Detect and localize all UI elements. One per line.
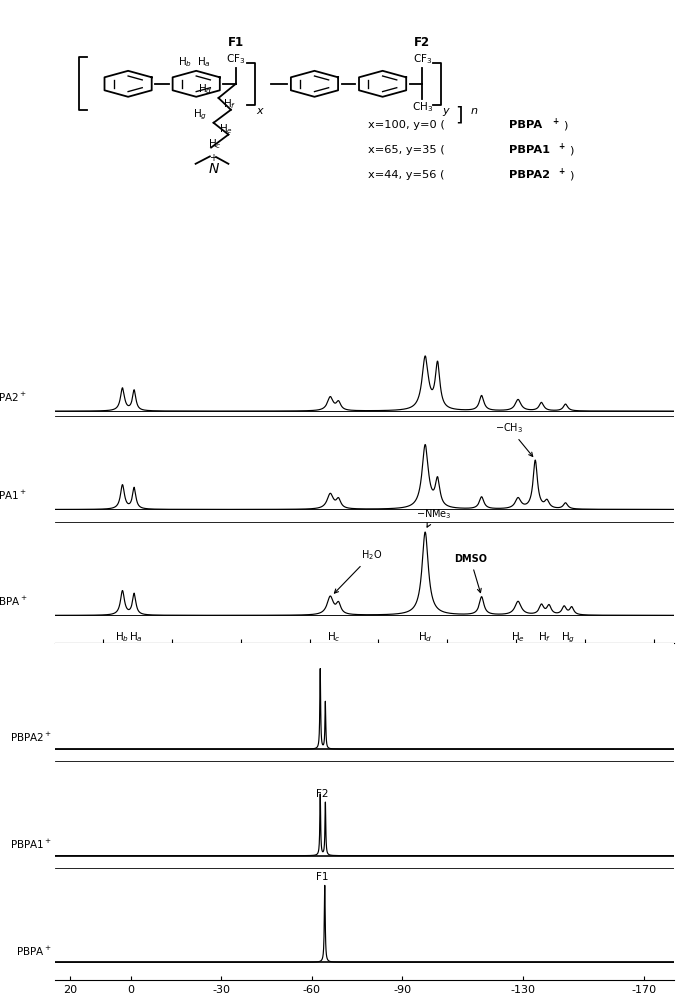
Text: $-$NMe$_3$: $-$NMe$_3$ bbox=[416, 507, 452, 527]
Text: ]: ] bbox=[455, 105, 462, 124]
Text: ): ) bbox=[569, 145, 573, 155]
Text: PBPA2$^+$: PBPA2$^+$ bbox=[10, 731, 52, 744]
Text: y: y bbox=[442, 106, 449, 116]
X-axis label: f1 (ppm): f1 (ppm) bbox=[338, 663, 391, 676]
Text: H$_d$: H$_d$ bbox=[197, 83, 213, 96]
Text: CF$_3$: CF$_3$ bbox=[226, 52, 246, 66]
Text: H$_2$O: H$_2$O bbox=[334, 548, 382, 593]
Text: H$_b$: H$_b$ bbox=[116, 631, 129, 644]
Text: $-$CH$_3$: $-$CH$_3$ bbox=[495, 421, 533, 456]
Text: +: + bbox=[559, 167, 565, 176]
Text: PBPA$^+$: PBPA$^+$ bbox=[0, 595, 28, 608]
Text: H$_c$: H$_c$ bbox=[327, 631, 341, 644]
Text: H$_b$: H$_b$ bbox=[178, 55, 192, 69]
Text: H$_f$: H$_f$ bbox=[224, 97, 237, 111]
Text: H$_a$: H$_a$ bbox=[197, 55, 211, 69]
Text: H$_a$: H$_a$ bbox=[129, 631, 143, 644]
Text: ): ) bbox=[569, 170, 573, 180]
Text: F2: F2 bbox=[414, 36, 430, 49]
Text: H$_f$: H$_f$ bbox=[538, 631, 552, 644]
Text: PBPA2$^+$: PBPA2$^+$ bbox=[0, 390, 28, 404]
Text: CH$_3$: CH$_3$ bbox=[411, 100, 433, 114]
Text: DMSO: DMSO bbox=[454, 554, 487, 593]
Text: PBPA1: PBPA1 bbox=[509, 145, 550, 155]
Text: PBPA1$^+$: PBPA1$^+$ bbox=[10, 838, 52, 851]
Text: H$_g$: H$_g$ bbox=[193, 108, 207, 122]
Text: PBPA2: PBPA2 bbox=[509, 170, 550, 180]
Text: H$_e$: H$_e$ bbox=[219, 122, 233, 136]
Text: +: + bbox=[559, 142, 565, 151]
Text: x=65, y=35 (: x=65, y=35 ( bbox=[368, 145, 444, 155]
Text: x: x bbox=[257, 106, 263, 116]
Text: H$_g$: H$_g$ bbox=[561, 631, 575, 645]
Text: x=44, y=56 (: x=44, y=56 ( bbox=[368, 170, 444, 180]
Text: PBPA: PBPA bbox=[509, 120, 542, 130]
Text: F1: F1 bbox=[228, 36, 244, 49]
Text: H$_c$: H$_c$ bbox=[208, 137, 222, 151]
Text: PBPA$^+$: PBPA$^+$ bbox=[17, 944, 52, 958]
Text: F1: F1 bbox=[316, 872, 328, 882]
Text: CF$_3$: CF$_3$ bbox=[413, 52, 432, 66]
Text: F2: F2 bbox=[316, 789, 328, 799]
Text: x=100, y=0 (: x=100, y=0 ( bbox=[368, 120, 444, 130]
Text: H$_d$: H$_d$ bbox=[418, 631, 433, 644]
Text: PBPA1$^+$: PBPA1$^+$ bbox=[0, 489, 28, 502]
Text: $\overset{+}{N}$: $\overset{+}{N}$ bbox=[208, 153, 220, 177]
Text: ): ) bbox=[563, 120, 567, 130]
Text: +: + bbox=[552, 117, 559, 126]
Text: n: n bbox=[471, 106, 477, 116]
Text: H$_e$: H$_e$ bbox=[511, 631, 525, 644]
